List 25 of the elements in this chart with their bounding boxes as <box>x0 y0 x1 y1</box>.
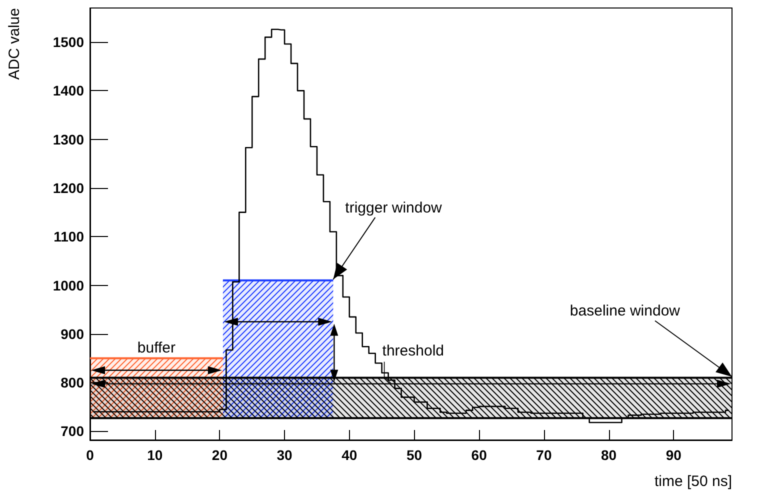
x-tick-label: 10 <box>147 447 163 463</box>
x-tick-label: 50 <box>406 447 422 463</box>
x-tick-label: 0 <box>86 447 94 463</box>
y-tick-label: 1400 <box>52 82 84 99</box>
annotation: trigger window <box>345 199 442 216</box>
annotation: buffer <box>137 339 176 356</box>
y-tick-label: 700 <box>60 423 84 440</box>
y-axis-title: ADC value <box>6 8 23 80</box>
x-tick-label: 20 <box>212 447 228 463</box>
y-tick-label: 1200 <box>52 180 84 196</box>
annotation: threshold <box>382 342 444 360</box>
x-tick-label: 60 <box>471 447 488 463</box>
x-tick-label: 80 <box>601 447 617 463</box>
x-tick-label: 40 <box>342 447 358 463</box>
x-tick-label: 70 <box>536 447 552 463</box>
y-tick-label: 1100 <box>54 228 84 245</box>
x-tick-label: 90 <box>666 447 682 463</box>
x-tick-label: 30 <box>276 447 293 463</box>
y-tick-label: 800 <box>60 374 84 391</box>
y-tick-label: 1300 <box>52 131 84 148</box>
y-tick-label: 1500 <box>52 34 84 50</box>
annotation: baseline window <box>570 302 680 320</box>
x-axis-title: time [50 ns] <box>654 473 732 490</box>
y-tick-label: 900 <box>60 326 84 342</box>
y-tick-label: 1000 <box>52 277 84 294</box>
